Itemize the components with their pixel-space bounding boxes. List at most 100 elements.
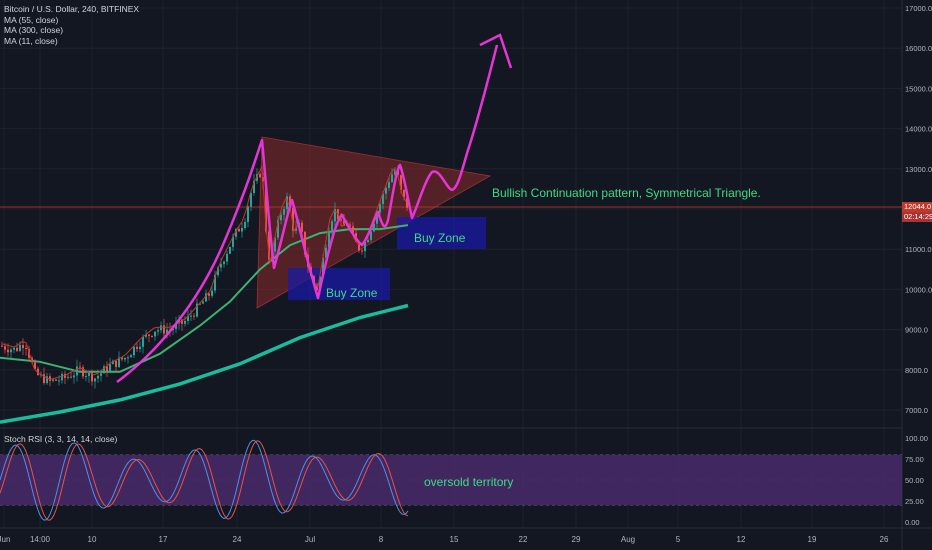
candle-body: [157, 330, 159, 332]
candle-body: [208, 293, 210, 296]
candle-body: [304, 231, 306, 255]
candle-body: [73, 375, 75, 378]
candle-body: [91, 372, 93, 382]
candle-body: [376, 212, 378, 224]
countdown-tag: 02:14:29: [902, 212, 932, 222]
time-tick-label: Aug: [621, 535, 635, 544]
price-tick-label: 9000.0: [905, 326, 928, 335]
candle-body: [352, 226, 354, 234]
candle-body: [25, 347, 27, 349]
candle-body: [88, 372, 90, 376]
candle-body: [241, 227, 243, 232]
candle-body: [403, 189, 405, 198]
candle-body: [22, 345, 24, 348]
candle-body: [199, 303, 201, 305]
candle-body: [259, 174, 261, 178]
candle-body: [187, 315, 189, 321]
legend-ma55: MA (55, close): [4, 14, 59, 25]
ma11-path: [1, 164, 407, 380]
candle-body: [112, 360, 114, 365]
rsi-d-line: [0, 440, 409, 521]
candle-body: [202, 301, 204, 304]
candles: [1, 164, 408, 389]
candle-body: [4, 346, 6, 350]
candle-body: [190, 315, 192, 317]
rsi-tick-label: 25.00: [905, 497, 924, 506]
legend-title: Bitcoin / U.S. Dollar, 240, BITFINEX: [4, 4, 140, 14]
time-tick-label: Jul: [305, 535, 315, 544]
candle-body: [340, 219, 342, 221]
candle-body: [286, 196, 288, 209]
candle-body: [13, 347, 15, 350]
candle-body: [184, 320, 186, 324]
candle-body: [118, 357, 120, 367]
buy-zone-label-upper: Buy Zone: [414, 231, 466, 245]
candle-body: [220, 264, 222, 268]
price-tick-label: 10000.0: [905, 285, 932, 294]
candle-body: [193, 315, 195, 317]
price-axis: 17000.016000.015000.014000.013000.012000…: [901, 0, 932, 550]
candle-body: [121, 357, 123, 360]
candle-body: [328, 231, 330, 248]
time-tick-label: 26: [880, 535, 889, 544]
candle-body: [370, 231, 372, 241]
price-tick-label: 14000.0: [905, 125, 932, 134]
candle-body: [229, 246, 231, 254]
candle-body: [103, 366, 105, 374]
candle-body: [7, 349, 9, 353]
candle-body: [181, 319, 183, 324]
candle-body: [124, 357, 126, 360]
candle-body: [142, 336, 144, 347]
oversold-annotation: oversold territory: [424, 475, 514, 489]
candle-body: [388, 182, 390, 188]
candle-body: [160, 325, 162, 331]
candle-body: [70, 376, 72, 378]
time-tick-label: 12: [737, 535, 746, 544]
candle-body: [136, 346, 138, 349]
price-tick-label: 11000.0: [905, 245, 932, 254]
candle-body: [394, 170, 396, 175]
candle-body: [253, 180, 255, 194]
candle-body: [52, 379, 54, 381]
price-tick-label: 7000.0: [905, 406, 928, 415]
candle-body: [373, 223, 375, 232]
time-tick-label: 5: [676, 535, 681, 544]
candle-body: [130, 355, 132, 358]
candle-body: [205, 293, 207, 302]
rsi-legend: Stoch RSI (3, 3, 14, 14, close): [4, 434, 118, 444]
buy-zone-upper: [397, 217, 486, 249]
chart-grid: [0, 0, 902, 528]
candle-body: [139, 346, 141, 349]
candle-body: [49, 376, 51, 381]
candle-body: [244, 221, 246, 228]
candle-body: [79, 366, 81, 368]
candle-body: [400, 175, 402, 190]
candle-body: [343, 220, 345, 226]
time-axis: Jun 14:00 10 17 24 Jul 8 15 22 29 Aug 5 12 19 26: [0, 527, 932, 544]
candle-body: [34, 362, 36, 369]
candle-body: [94, 378, 96, 382]
candle-body: [358, 241, 360, 251]
candle-body: [97, 375, 99, 379]
candle-body: [292, 207, 294, 231]
rsi-tick-label: 50.00: [905, 476, 924, 485]
ma300-line: [0, 303, 409, 424]
candle-body: [46, 376, 48, 384]
candle-body: [133, 346, 135, 356]
price-tick-label: 17000.0: [905, 4, 932, 13]
buy-zone-label-lower: Buy Zone: [326, 286, 378, 300]
candle-body: [55, 379, 57, 381]
candle-body: [322, 257, 324, 277]
candle-body: [217, 267, 219, 276]
price-tick-label: 15000.0: [905, 84, 932, 93]
time-tick-label: 29: [572, 535, 581, 544]
candle-body: [250, 193, 252, 207]
candle-body: [196, 303, 198, 317]
candle-body: [58, 380, 60, 382]
time-tick-label: 15: [450, 535, 459, 544]
time-tick-label: 10: [88, 535, 97, 544]
time-tick-label: 24: [233, 535, 242, 544]
rsi-tick-label: 100.00: [905, 434, 928, 443]
candle-body: [379, 204, 381, 213]
